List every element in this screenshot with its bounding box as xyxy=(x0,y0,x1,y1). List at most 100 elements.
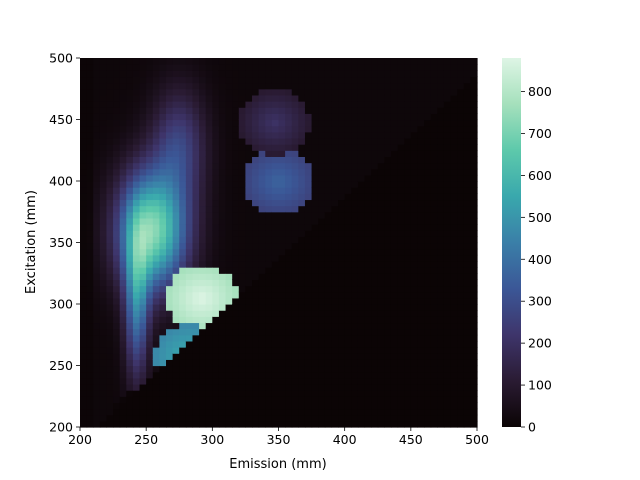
heatmap-cell xyxy=(179,64,187,71)
heatmap-cell xyxy=(410,334,419,342)
heatmap-cell xyxy=(119,144,127,151)
heatmap-cell xyxy=(172,377,180,385)
heatmap-cell xyxy=(245,137,253,145)
heatmap-cell xyxy=(410,285,419,293)
heatmap-cell xyxy=(298,94,306,102)
heatmap-cell xyxy=(344,144,352,151)
heatmap-cell xyxy=(205,58,213,65)
heatmap-cell xyxy=(437,285,445,293)
heatmap-cell xyxy=(371,420,379,428)
heatmap-cell xyxy=(212,347,220,354)
heatmap-cell xyxy=(205,205,213,213)
heatmap-cell xyxy=(205,94,213,102)
heatmap-cell xyxy=(371,285,379,293)
heatmap-cell xyxy=(265,94,273,102)
heatmap-cell xyxy=(80,137,88,145)
heatmap-cell xyxy=(285,273,293,280)
heatmap-cell xyxy=(225,217,233,225)
heatmap-cell xyxy=(205,340,213,348)
heatmap-cell xyxy=(132,137,141,145)
heatmap-cell xyxy=(397,76,405,84)
heatmap-cell xyxy=(397,340,405,348)
heatmap-cell xyxy=(205,273,213,280)
heatmap-cell xyxy=(132,402,141,410)
heatmap-cell xyxy=(311,334,319,342)
heatmap-cell xyxy=(338,340,346,348)
heatmap-cell xyxy=(331,390,339,397)
heatmap-cell xyxy=(470,279,478,287)
heatmap-cell xyxy=(106,125,114,133)
heatmap-cell xyxy=(225,144,233,151)
heatmap-cell xyxy=(450,260,458,268)
heatmap-cell xyxy=(384,408,392,416)
heatmap-cell xyxy=(410,119,419,127)
heatmap-cell xyxy=(232,88,240,96)
heatmap-cell xyxy=(291,285,299,293)
heatmap-cell xyxy=(278,199,286,207)
heatmap-cell xyxy=(311,199,319,207)
heatmap-cell xyxy=(278,291,286,299)
heatmap-cell xyxy=(364,260,372,268)
heatmap-cell xyxy=(126,70,134,78)
heatmap-cell xyxy=(166,297,174,305)
heatmap-cell xyxy=(304,150,313,157)
heatmap-cell xyxy=(132,174,141,182)
heatmap-cell xyxy=(152,230,160,237)
heatmap-cell xyxy=(245,242,253,250)
heatmap-cell xyxy=(245,359,253,367)
heatmap-cell xyxy=(384,125,392,133)
heatmap-cell xyxy=(450,353,458,360)
heatmap-cell xyxy=(166,260,174,268)
heatmap-cell xyxy=(258,328,266,336)
heatmap-cell xyxy=(397,285,405,293)
heatmap-cell xyxy=(384,168,392,176)
heatmap-cell xyxy=(172,224,180,231)
heatmap-cell xyxy=(238,408,247,416)
heatmap-cell xyxy=(179,199,187,207)
heatmap-cell xyxy=(437,230,445,237)
heatmap-cell xyxy=(457,162,465,170)
heatmap-cell xyxy=(410,181,419,188)
heatmap-cell xyxy=(404,119,412,127)
heatmap-cell xyxy=(113,402,121,410)
heatmap-cell xyxy=(126,236,134,244)
heatmap-cell xyxy=(146,88,154,96)
heatmap-cell xyxy=(106,242,114,250)
heatmap-cell xyxy=(126,242,134,250)
heatmap-cell xyxy=(364,131,372,139)
heatmap-cell xyxy=(443,242,452,250)
heatmap-cell xyxy=(410,205,419,213)
heatmap-cell xyxy=(172,70,180,78)
heatmap-cell xyxy=(397,70,405,78)
heatmap-cell xyxy=(225,119,233,127)
heatmap-cell xyxy=(271,230,280,237)
heatmap-cell xyxy=(172,131,180,139)
heatmap-cell xyxy=(457,137,465,145)
heatmap-cell xyxy=(192,236,200,244)
heatmap-cell xyxy=(285,125,293,133)
heatmap-cell xyxy=(390,353,399,360)
heatmap-cell xyxy=(93,334,101,342)
heatmap-cell xyxy=(166,291,174,299)
heatmap-cell xyxy=(338,131,346,139)
heatmap-cell xyxy=(384,230,392,237)
heatmap-cell xyxy=(126,279,134,287)
heatmap-cell xyxy=(318,217,326,225)
heatmap-cell xyxy=(146,76,154,84)
heatmap-cell xyxy=(311,254,319,262)
heatmap-cell xyxy=(463,334,471,342)
heatmap-cell xyxy=(252,408,260,416)
heatmap-cell xyxy=(351,260,359,268)
heatmap-cell xyxy=(258,137,266,145)
heatmap-cell xyxy=(252,340,260,348)
heatmap-cell xyxy=(152,217,160,225)
heatmap-cell xyxy=(205,334,213,342)
heatmap-cell xyxy=(331,365,339,373)
heatmap-cell xyxy=(238,144,247,151)
heatmap-cell xyxy=(185,230,194,237)
heatmap-cell xyxy=(225,408,233,416)
heatmap-cell xyxy=(417,254,425,262)
heatmap-cell xyxy=(185,285,194,293)
heatmap-cell xyxy=(205,199,213,207)
heatmap-cell xyxy=(364,316,372,324)
